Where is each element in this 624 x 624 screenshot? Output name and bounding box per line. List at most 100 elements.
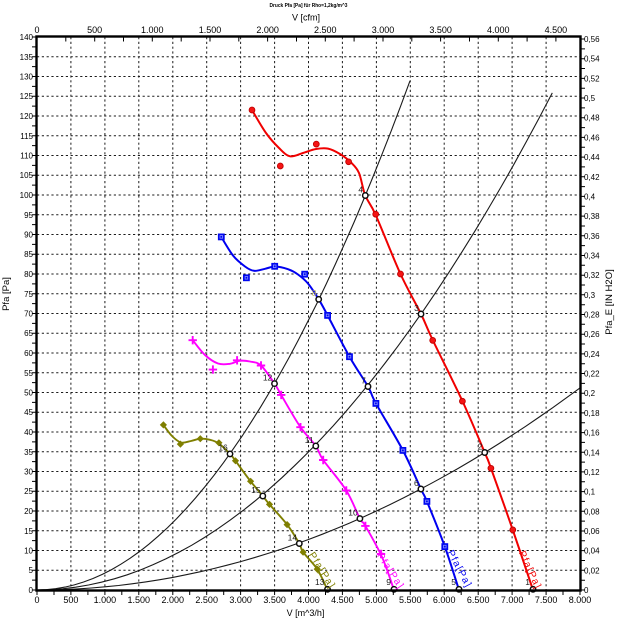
svg-text:0,12: 0,12 xyxy=(584,468,600,477)
svg-text:0,3: 0,3 xyxy=(584,291,596,300)
svg-text:55: 55 xyxy=(24,369,33,378)
svg-text:0: 0 xyxy=(34,25,39,35)
svg-text:7.500: 7.500 xyxy=(535,595,558,605)
svg-text:105: 105 xyxy=(20,171,34,180)
svg-text:15: 15 xyxy=(251,485,261,495)
svg-text:3.500: 3.500 xyxy=(429,25,452,35)
svg-text:95: 95 xyxy=(24,211,33,220)
svg-text:50: 50 xyxy=(24,389,33,398)
svg-text:0,14: 0,14 xyxy=(584,448,600,457)
svg-text:45: 45 xyxy=(24,408,33,417)
svg-text:2.500: 2.500 xyxy=(195,595,218,605)
svg-text:0,24: 0,24 xyxy=(584,350,600,359)
svg-text:0,48: 0,48 xyxy=(584,114,600,123)
svg-text:5.000: 5.000 xyxy=(365,595,388,605)
svg-text:4.000: 4.000 xyxy=(487,25,510,35)
svg-text:1.000: 1.000 xyxy=(94,595,117,605)
svg-text:80: 80 xyxy=(24,270,33,279)
svg-text:2.500: 2.500 xyxy=(314,25,337,35)
svg-text:9: 9 xyxy=(386,577,391,587)
svg-text:12: 12 xyxy=(263,372,273,382)
svg-text:2: 2 xyxy=(478,441,483,451)
svg-text:0,52: 0,52 xyxy=(584,74,600,83)
svg-text:0,02: 0,02 xyxy=(584,566,600,575)
svg-text:V [cfm]: V [cfm] xyxy=(292,13,320,23)
svg-text:16: 16 xyxy=(218,443,228,453)
svg-text:100: 100 xyxy=(20,191,34,200)
svg-text:0,1: 0,1 xyxy=(584,488,596,497)
svg-text:70: 70 xyxy=(24,310,33,319)
svg-text:4.500: 4.500 xyxy=(545,25,568,35)
svg-text:0,26: 0,26 xyxy=(584,330,600,339)
svg-text:0,22: 0,22 xyxy=(584,370,600,379)
svg-text:140: 140 xyxy=(20,33,34,42)
svg-text:10: 10 xyxy=(24,547,33,556)
svg-text:8.000: 8.000 xyxy=(569,595,592,605)
svg-text:0: 0 xyxy=(29,586,34,595)
svg-text:60: 60 xyxy=(24,349,33,358)
svg-text:13: 13 xyxy=(315,577,325,587)
svg-text:3.500: 3.500 xyxy=(263,595,286,605)
svg-text:90: 90 xyxy=(24,231,33,240)
svg-text:0: 0 xyxy=(34,595,39,605)
svg-text:0,18: 0,18 xyxy=(584,409,600,418)
svg-text:3.000: 3.000 xyxy=(372,25,395,35)
svg-text:7: 7 xyxy=(361,375,366,385)
svg-text:3.000: 3.000 xyxy=(229,595,252,605)
svg-text:0,36: 0,36 xyxy=(584,232,600,241)
svg-text:0,46: 0,46 xyxy=(584,133,600,142)
svg-text:0,44: 0,44 xyxy=(584,153,600,162)
svg-text:0,28: 0,28 xyxy=(584,311,600,320)
svg-text:2.000: 2.000 xyxy=(162,595,185,605)
svg-text:20: 20 xyxy=(24,507,33,516)
svg-text:10: 10 xyxy=(348,507,358,517)
svg-text:25: 25 xyxy=(24,487,33,496)
svg-text:65: 65 xyxy=(24,329,33,338)
svg-text:6: 6 xyxy=(414,478,419,488)
svg-text:0,5: 0,5 xyxy=(584,94,596,103)
svg-text:0,06: 0,06 xyxy=(584,527,600,536)
svg-text:0,34: 0,34 xyxy=(584,252,600,261)
svg-text:500: 500 xyxy=(87,25,102,35)
svg-text:5: 5 xyxy=(451,577,456,587)
svg-text:6.500: 6.500 xyxy=(467,595,490,605)
svg-text:0,54: 0,54 xyxy=(584,55,600,64)
svg-text:0,4: 0,4 xyxy=(584,192,596,201)
svg-text:0,2: 0,2 xyxy=(584,389,596,398)
svg-text:Pfa_E [IN H2O]: Pfa_E [IN H2O] xyxy=(604,269,615,334)
svg-text:0: 0 xyxy=(584,586,589,595)
svg-text:30: 30 xyxy=(24,468,33,477)
svg-text:5.500: 5.500 xyxy=(399,595,422,605)
svg-text:0,32: 0,32 xyxy=(584,271,600,280)
svg-text:115: 115 xyxy=(20,132,33,141)
svg-text:0,56: 0,56 xyxy=(584,35,600,44)
svg-text:0,38: 0,38 xyxy=(584,212,600,221)
svg-text:75: 75 xyxy=(24,290,33,299)
svg-text:130: 130 xyxy=(20,73,34,82)
svg-text:40: 40 xyxy=(24,428,33,437)
svg-text:1.500: 1.500 xyxy=(128,595,151,605)
svg-text:V [m^3/h]: V [m^3/h] xyxy=(287,608,325,618)
svg-text:135: 135 xyxy=(20,53,34,62)
svg-text:0,16: 0,16 xyxy=(584,429,600,438)
svg-text:120: 120 xyxy=(20,112,34,121)
svg-text:1: 1 xyxy=(525,577,530,587)
svg-text:Druck Pfa [Pa] für Rho=1,2kg/m: Druck Pfa [Pa] für Rho=1,2kg/m^3 xyxy=(270,3,348,9)
svg-text:15: 15 xyxy=(24,527,33,536)
svg-text:500: 500 xyxy=(63,595,78,605)
svg-text:0,08: 0,08 xyxy=(584,507,600,516)
svg-text:0,42: 0,42 xyxy=(584,173,600,182)
svg-text:0,04: 0,04 xyxy=(584,547,600,556)
svg-text:5: 5 xyxy=(29,566,34,575)
svg-text:2.000: 2.000 xyxy=(256,25,279,35)
svg-text:14: 14 xyxy=(288,532,298,542)
svg-text:8: 8 xyxy=(312,288,317,298)
svg-text:4.500: 4.500 xyxy=(331,595,354,605)
svg-text:3: 3 xyxy=(414,303,419,313)
svg-text:Pfa [Pa]: Pfa [Pa] xyxy=(1,277,12,311)
svg-text:4.000: 4.000 xyxy=(297,595,320,605)
svg-text:7.000: 7.000 xyxy=(501,595,524,605)
svg-text:11: 11 xyxy=(305,435,314,445)
svg-text:85: 85 xyxy=(24,250,33,259)
svg-text:110: 110 xyxy=(20,152,33,161)
